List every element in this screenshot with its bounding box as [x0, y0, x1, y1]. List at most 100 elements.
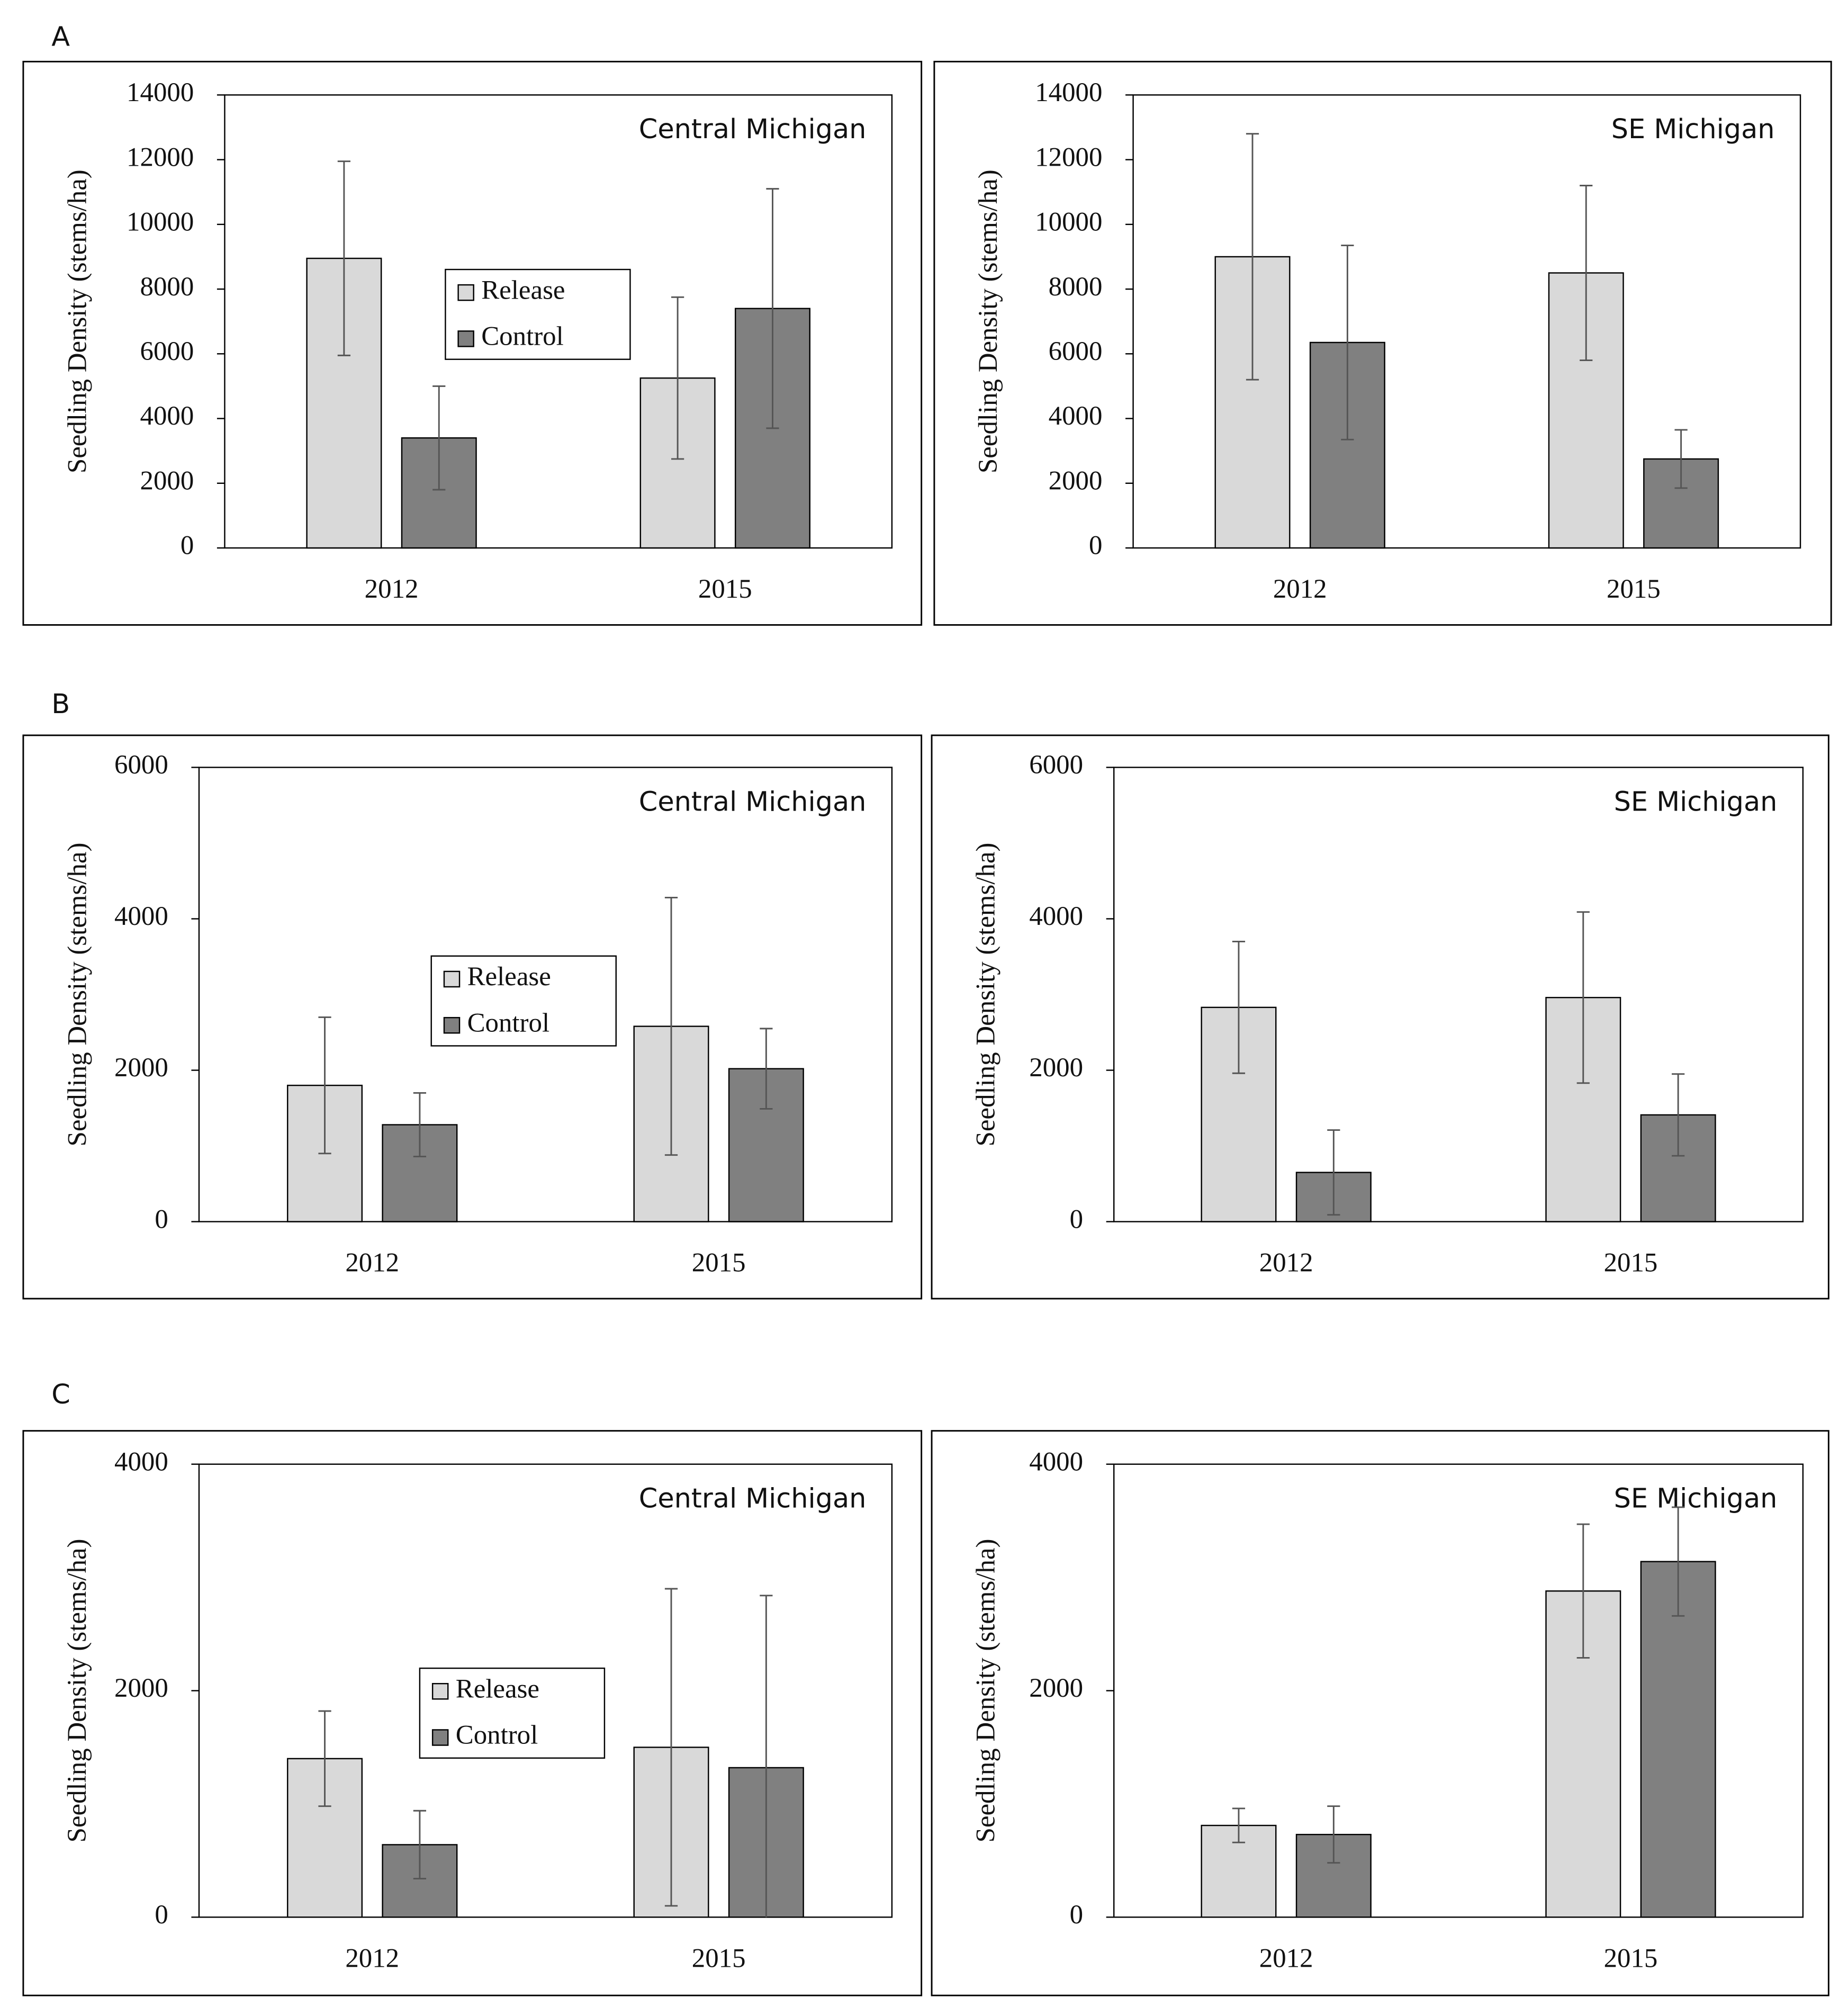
- y-tick-label: 4000: [1029, 902, 1083, 931]
- y-tick-label: 0: [1070, 1900, 1083, 1930]
- legend-frame: [419, 1667, 606, 1759]
- y-tick-label: 12000: [127, 142, 194, 172]
- y-tick-label: 8000: [140, 272, 194, 302]
- error-bar: [1341, 245, 1354, 440]
- error-bar: [1232, 1807, 1246, 1843]
- chart: 0 2000 4000 6000 Seedling Density (stems/ha)…: [931, 734, 1829, 1300]
- y-tick-label: 0: [1089, 531, 1102, 561]
- y-tick-label: 4000: [1049, 401, 1103, 431]
- y-tick-label: 0: [155, 1204, 168, 1234]
- legend-swatch: [431, 1729, 449, 1746]
- legend-swatch: [443, 970, 461, 988]
- legend-swatch: [431, 1682, 449, 1700]
- bar: [401, 437, 477, 549]
- x-tick-label: 2015: [1604, 1943, 1658, 1973]
- y-tick-label: 2000: [140, 466, 194, 496]
- y-tick-label: 14000: [1035, 78, 1102, 107]
- chart: 0 2000 4000 6000 8000 10000 12000 14000 Seedling…: [933, 60, 1832, 626]
- legend: Release Control: [430, 955, 617, 1047]
- y-tick-label: 2000: [114, 1673, 168, 1703]
- y-tick-label: 10000: [1035, 208, 1102, 237]
- x-tick-label: 2015: [1604, 1248, 1658, 1278]
- error-bar: [413, 1092, 427, 1158]
- y-tick-label: 4000: [114, 1447, 168, 1477]
- bar: [1640, 1561, 1716, 1918]
- chart-title: SE Michigan: [1614, 786, 1778, 817]
- error-bar: [1672, 1073, 1685, 1157]
- y-tick-label: 4000: [1029, 1447, 1083, 1477]
- error-bar: [432, 385, 446, 491]
- error-bar: [1580, 185, 1593, 361]
- y-tick-label: 0: [155, 1900, 168, 1930]
- y-axis-label: Seedling Density (stems/ha): [62, 169, 92, 473]
- y-tick-label: 2000: [1029, 1053, 1083, 1083]
- y-axis-label: Seedling Density (stems/ha): [971, 843, 1000, 1147]
- legend-label: Control: [456, 1721, 538, 1750]
- error-bar: [760, 1595, 773, 1918]
- y-tick-label: 6000: [140, 337, 194, 366]
- chart-title: Central Michigan: [639, 786, 867, 817]
- error-bar: [1576, 1523, 1590, 1659]
- panel-label: A: [51, 22, 70, 53]
- error-bar: [1327, 1129, 1340, 1216]
- y-tick-label: 6000: [1029, 750, 1083, 780]
- legend-label: Control: [481, 322, 564, 352]
- error-bar: [1327, 1805, 1340, 1864]
- y-tick-label: 0: [1070, 1204, 1083, 1234]
- y-axis-label: Seedling Density (stems/ha): [971, 1539, 1000, 1843]
- y-tick-label: 6000: [1049, 337, 1103, 366]
- error-bar: [664, 897, 678, 1156]
- y-axis-label: Seedling Density (stems/ha): [62, 1539, 92, 1843]
- legend-frame: [445, 268, 631, 360]
- legend-swatch: [443, 1016, 461, 1034]
- x-tick-label: 2012: [1273, 574, 1327, 604]
- y-axis-label: Seedling Density (stems/ha): [62, 843, 92, 1147]
- chart: 0 2000 4000 6000 Seedling Density (stems/ha)…: [22, 734, 923, 1300]
- y-tick-label: 14000: [127, 78, 194, 107]
- error-bar: [413, 1810, 427, 1880]
- legend-swatch: [457, 284, 474, 301]
- plot-area: [198, 767, 893, 1222]
- legend-frame: [430, 955, 617, 1047]
- y-tick-label: 10000: [127, 208, 194, 237]
- y-axis-label: Seedling Density (stems/ha): [973, 169, 1003, 473]
- y-tick-label: 6000: [114, 750, 168, 780]
- chart-title: SE Michigan: [1611, 114, 1775, 145]
- legend: Release Control: [419, 1667, 606, 1759]
- legend-label: Control: [467, 1008, 550, 1038]
- legend-label: Release: [467, 962, 551, 992]
- panel-label: B: [51, 689, 70, 720]
- x-tick-label: 2015: [692, 1248, 746, 1278]
- error-bar: [1576, 911, 1590, 1084]
- error-bar: [766, 188, 779, 429]
- error-bar: [760, 1028, 773, 1110]
- error-bar: [664, 1588, 678, 1907]
- panel-label: C: [51, 1379, 70, 1410]
- error-bar: [318, 1710, 331, 1807]
- plot-area: [1113, 767, 1804, 1222]
- x-tick-label: 2012: [345, 1943, 399, 1973]
- y-tick-label: 8000: [1049, 272, 1103, 302]
- legend-label: Release: [481, 275, 565, 305]
- x-tick-label: 2015: [698, 574, 752, 604]
- x-tick-label: 2015: [1607, 574, 1661, 604]
- error-bar: [1674, 429, 1688, 489]
- chart: 0 2000 4000 Seedling Density (stems/ha) SE M…: [931, 1430, 1829, 1996]
- x-tick-label: 2012: [1259, 1943, 1313, 1973]
- x-tick-label: 2012: [1259, 1248, 1313, 1278]
- y-tick-label: 4000: [140, 401, 194, 431]
- plot-area: [1132, 94, 1801, 549]
- y-tick-label: 0: [181, 531, 194, 561]
- chart: 0 2000 4000 6000 8000 10000 12000 14000 Seedling…: [22, 60, 923, 626]
- legend-label: Release: [456, 1674, 539, 1704]
- plot-area: [224, 94, 893, 549]
- y-tick-label: 2000: [1029, 1673, 1083, 1703]
- y-tick-label: 12000: [1035, 142, 1102, 172]
- error-bar: [318, 1016, 331, 1155]
- chart-title: SE Michigan: [1614, 1483, 1778, 1515]
- error-bar: [337, 160, 351, 356]
- x-tick-label: 2012: [345, 1248, 399, 1278]
- error-bar: [1246, 133, 1259, 381]
